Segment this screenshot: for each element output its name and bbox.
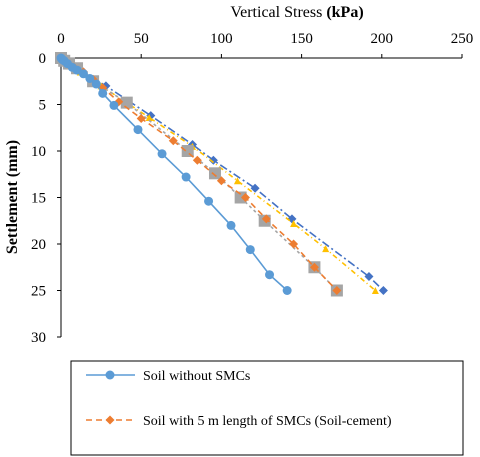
series-1 xyxy=(56,53,292,295)
data-point xyxy=(364,272,374,282)
y-tick-label: 10 xyxy=(31,144,46,160)
x-tick-label: 250 xyxy=(451,31,474,47)
data-point xyxy=(250,183,260,193)
x-tick-labels: 0 50 100 150 200 250 xyxy=(57,31,473,58)
data-point xyxy=(204,196,214,206)
data-point xyxy=(322,245,330,253)
data-point xyxy=(265,270,275,280)
data-point xyxy=(233,177,241,185)
x-axis-title: Vertical Stress (kPa) xyxy=(230,4,363,21)
series-2 xyxy=(56,53,342,295)
data-point xyxy=(226,220,236,230)
x-tick-label: 150 xyxy=(290,31,313,47)
data-point xyxy=(145,114,153,122)
y-tick-labels: 0 5 10 15 20 25 30 xyxy=(31,51,61,346)
x-tick-label: 50 xyxy=(134,31,149,47)
legend-entry: Soil with 5 m length of SMCs (Soil-cemen… xyxy=(86,414,392,429)
x-axis-title-plain: Vertical Stress xyxy=(230,4,326,21)
y-tick-label: 20 xyxy=(31,237,46,253)
data-point xyxy=(332,286,342,295)
data-point xyxy=(120,96,133,109)
legend-marker xyxy=(105,415,115,425)
data-point xyxy=(85,73,95,83)
data-point xyxy=(168,136,178,146)
data-point xyxy=(216,176,226,186)
data-point xyxy=(91,79,101,89)
data-point xyxy=(309,262,319,272)
data-point xyxy=(245,245,255,255)
legend-label: Soil with 5 m length of SMCs (Soil-cemen… xyxy=(143,414,392,429)
data-point xyxy=(290,220,298,228)
series-line xyxy=(60,57,288,292)
data-point xyxy=(181,172,191,182)
data-point xyxy=(208,155,218,165)
legend-box xyxy=(70,360,464,456)
data-point xyxy=(289,239,299,249)
x-tick-label: 200 xyxy=(371,31,394,47)
data-point xyxy=(136,113,146,123)
data-point xyxy=(378,286,388,295)
data-point xyxy=(234,191,247,204)
y-tick-label: 5 xyxy=(39,98,47,114)
y-tick-label: 30 xyxy=(31,330,46,346)
y-tick-label: 0 xyxy=(39,51,47,67)
data-point xyxy=(192,155,202,165)
data-point xyxy=(98,88,108,98)
x-tick-label: 100 xyxy=(210,31,233,47)
data-point xyxy=(371,287,379,294)
x-tick-label: 0 xyxy=(57,31,65,47)
legend-entry: Soil without SMCs xyxy=(86,369,250,384)
x-axis-title-bold: (kPa) xyxy=(326,4,363,21)
data-point xyxy=(282,286,292,295)
legend-label: Soil without SMCs xyxy=(143,369,250,384)
data-point xyxy=(240,193,250,202)
data-point xyxy=(261,214,271,224)
series-line xyxy=(60,57,384,292)
data-point xyxy=(157,149,167,159)
plot-area xyxy=(55,52,388,297)
data-point xyxy=(208,167,221,180)
legend: Soil without SMCs Soil with 5 m length of… xyxy=(86,369,392,429)
y-tick-label: 25 xyxy=(31,284,46,300)
data-point xyxy=(109,100,119,110)
data-point xyxy=(78,69,88,79)
data-point xyxy=(287,214,297,224)
y-axis-title: Settlement (mm) xyxy=(4,140,21,254)
data-point xyxy=(133,125,143,135)
legend-marker xyxy=(105,370,115,380)
y-tick-label: 15 xyxy=(31,191,46,207)
